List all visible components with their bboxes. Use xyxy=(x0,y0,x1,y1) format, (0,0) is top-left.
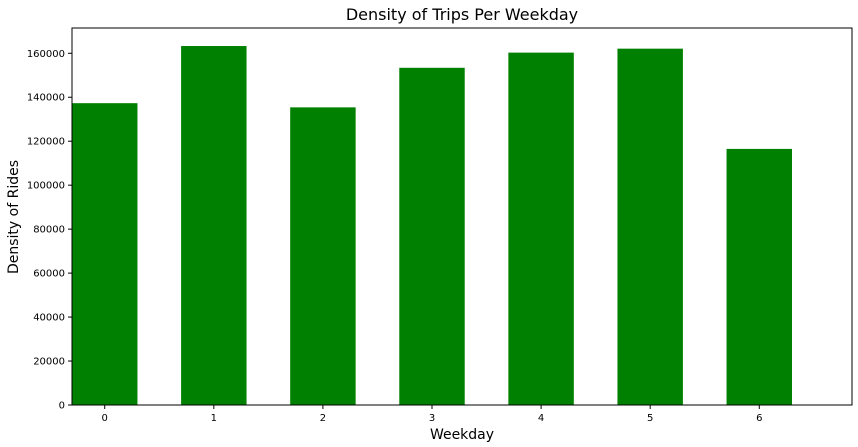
plot-frame xyxy=(71,27,853,406)
y-axis-ticks: 0 20000 40000 60000 80000 100000 120000 140000 1… xyxy=(27,49,72,412)
y-tick-label: 80000 xyxy=(33,225,65,236)
x-tick-label: 6 xyxy=(756,413,762,424)
x-axis-label: Weekday xyxy=(430,427,494,443)
y-tick-label: 160000 xyxy=(27,49,65,60)
y-tick-label: 0 xyxy=(59,401,65,412)
bar-weekday-1 xyxy=(181,46,247,405)
bars-group xyxy=(72,46,792,406)
chart-title: Density of Trips Per Weekday xyxy=(346,5,578,24)
y-tick-label: 140000 xyxy=(27,93,65,104)
bar-weekday-4 xyxy=(508,52,574,405)
y-tick-label: 20000 xyxy=(33,357,65,368)
y-tick-label: 100000 xyxy=(27,181,65,192)
bar-weekday-5 xyxy=(617,48,683,406)
x-tick-label: 1 xyxy=(211,413,217,424)
bar-weekday-6 xyxy=(726,148,792,405)
x-tick-label: 4 xyxy=(538,413,544,424)
x-tick-label: 2 xyxy=(320,413,326,424)
bar-weekday-2 xyxy=(290,107,356,406)
x-tick-label: 5 xyxy=(647,413,653,424)
y-tick-label: 120000 xyxy=(27,137,65,148)
bar-weekday-3 xyxy=(399,67,465,406)
x-axis-ticks: 0 1 2 3 4 5 6 xyxy=(102,405,762,424)
x-tick-label: 3 xyxy=(429,413,435,424)
bar-weekday-0 xyxy=(72,103,138,405)
y-axis-label: Density of Rides xyxy=(6,160,22,274)
y-tick-label: 40000 xyxy=(33,313,65,324)
x-tick-label: 0 xyxy=(102,413,108,424)
y-tick-label: 60000 xyxy=(33,269,65,280)
